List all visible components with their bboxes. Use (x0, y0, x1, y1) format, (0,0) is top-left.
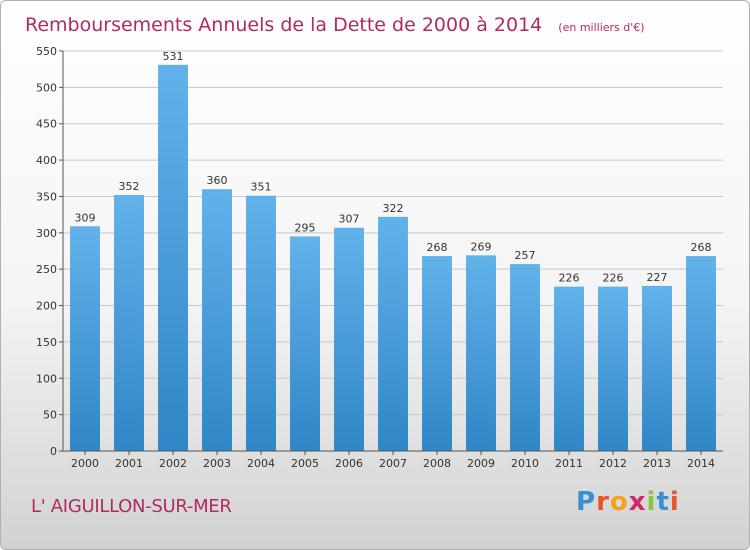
x-tick-label-2009: 2009 (467, 457, 495, 470)
bar-2013[interactable] (642, 285, 672, 451)
x-tick-label-2004: 2004 (247, 457, 275, 470)
bar-2012[interactable] (598, 286, 628, 451)
value-label-2000: 309 (75, 211, 96, 224)
bar-2001[interactable] (114, 195, 144, 451)
bar-2003[interactable] (202, 189, 232, 451)
bar-2004[interactable] (246, 195, 276, 451)
y-tick-label: 550 (36, 45, 57, 58)
x-tick-label-2014: 2014 (687, 457, 715, 470)
x-tick-label-2011: 2011 (555, 457, 583, 470)
x-tick-label-2007: 2007 (379, 457, 407, 470)
x-tick-label-2013: 2013 (643, 457, 671, 470)
bar-2000[interactable] (70, 226, 100, 451)
bar-2007[interactable] (378, 216, 408, 451)
value-label-2007: 322 (383, 202, 404, 215)
x-tick-label-2001: 2001 (115, 457, 143, 470)
bar-2006[interactable] (334, 227, 364, 451)
y-tick-label: 100 (36, 372, 57, 385)
chart-title-text: Remboursements Annuels de la Dette de 20… (25, 14, 542, 36)
y-tick-label: 50 (43, 409, 57, 422)
value-label-2012: 226 (603, 272, 624, 285)
value-label-2003: 360 (207, 174, 228, 187)
value-label-2006: 307 (339, 213, 360, 226)
y-tick-label: 200 (36, 300, 57, 313)
y-tick-label: 350 (36, 190, 57, 203)
value-label-2010: 257 (515, 249, 536, 262)
proxiti-logo-letter: i (646, 487, 657, 517)
x-tick-label-2006: 2006 (335, 457, 363, 470)
bar-2009[interactable] (466, 255, 496, 451)
x-tick-label-2002: 2002 (159, 457, 187, 470)
bar-2008[interactable] (422, 256, 452, 451)
bar-2014[interactable] (686, 256, 716, 451)
value-label-2011: 226 (559, 272, 580, 285)
x-tick-label-2010: 2010 (511, 457, 539, 470)
value-label-2004: 351 (251, 181, 272, 194)
value-label-2013: 227 (647, 271, 668, 284)
proxiti-logo-letter: r (596, 487, 610, 517)
proxiti-logo-letter: P (576, 487, 597, 517)
bar-2002[interactable] (158, 64, 188, 451)
proxiti-logo-letter: i (669, 487, 680, 517)
value-label-2014: 268 (691, 241, 712, 254)
y-tick-label: 0 (50, 445, 57, 458)
value-label-2005: 295 (295, 221, 316, 234)
y-tick-label: 400 (36, 154, 57, 167)
proxiti-logo-letter: o (609, 487, 629, 517)
y-tick-label: 300 (36, 227, 57, 240)
x-tick-label-2012: 2012 (599, 457, 627, 470)
proxiti-logo-letter: x (628, 487, 647, 517)
value-label-2001: 352 (119, 180, 140, 193)
bars: 309 352 531 360 351 295 307 322 268 269 257 226 226 2… (70, 50, 716, 451)
chart-subtitle: (en milliers d'€) (558, 21, 644, 34)
value-label-2008: 268 (427, 241, 448, 254)
proxiti-logo[interactable]: Proxiti (576, 487, 680, 517)
x-tick-label-2008: 2008 (423, 457, 451, 470)
y-tick-label: 250 (36, 263, 57, 276)
axes: 0 50 100 150 200 250 300 350 400 450 500 550 2000 200… (36, 45, 723, 470)
value-label-2002: 531 (163, 50, 184, 63)
chart-title: Remboursements Annuels de la Dette de 20… (25, 14, 645, 36)
x-tick-label-2000: 2000 (71, 457, 99, 470)
x-tick-label-2003: 2003 (203, 457, 231, 470)
bar-2005[interactable] (290, 236, 320, 451)
y-tick-label: 450 (36, 118, 57, 131)
value-label-2009: 269 (471, 240, 492, 253)
bar-2011[interactable] (554, 286, 584, 451)
x-tick-label-2005: 2005 (291, 457, 319, 470)
commune-name: L' AIGUILLON-SUR-MER (31, 496, 232, 517)
proxiti-logo-letter: t (656, 487, 670, 517)
y-tick-label: 150 (36, 336, 57, 349)
bar-2010[interactable] (510, 264, 540, 451)
y-tick-label: 500 (36, 81, 57, 94)
